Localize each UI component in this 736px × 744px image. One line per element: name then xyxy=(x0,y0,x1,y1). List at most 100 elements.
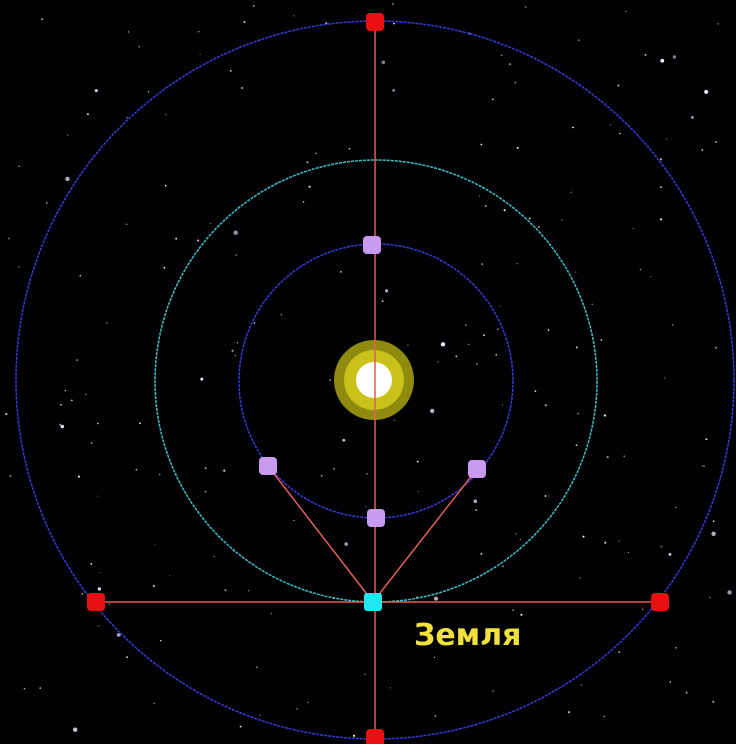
star xyxy=(59,423,61,426)
star xyxy=(434,596,438,601)
star xyxy=(248,590,250,592)
star xyxy=(204,467,207,470)
star xyxy=(664,377,666,379)
star xyxy=(660,545,663,548)
star xyxy=(712,520,715,522)
star xyxy=(90,442,93,444)
star xyxy=(509,63,512,66)
star xyxy=(198,31,200,33)
star xyxy=(455,355,458,358)
star xyxy=(514,81,517,84)
star xyxy=(606,456,609,459)
star xyxy=(97,495,99,497)
outer-planet-right xyxy=(651,593,669,611)
star xyxy=(547,329,550,331)
star xyxy=(127,31,130,33)
star xyxy=(158,473,161,476)
star xyxy=(364,673,366,676)
star xyxy=(672,55,677,59)
star xyxy=(204,490,207,493)
star xyxy=(520,613,523,616)
star xyxy=(97,422,99,425)
outer-planet-top xyxy=(366,13,384,31)
star xyxy=(393,22,395,25)
star xyxy=(256,666,258,668)
sight-line-right xyxy=(372,468,478,603)
star xyxy=(659,218,663,221)
star xyxy=(642,608,644,610)
star xyxy=(77,475,80,478)
star xyxy=(575,346,578,349)
star xyxy=(344,542,349,546)
star xyxy=(97,587,102,591)
star xyxy=(609,124,611,126)
star xyxy=(623,455,626,458)
star xyxy=(691,116,694,119)
star xyxy=(389,687,391,689)
star xyxy=(705,438,708,441)
star xyxy=(210,222,212,224)
star xyxy=(296,708,298,710)
star xyxy=(315,152,317,154)
star xyxy=(306,161,309,164)
star xyxy=(534,390,537,392)
star xyxy=(252,5,255,7)
outer-planet-bottom xyxy=(366,729,384,744)
star xyxy=(668,553,672,556)
star xyxy=(492,690,494,692)
star xyxy=(65,176,70,182)
star xyxy=(515,533,517,535)
star xyxy=(352,734,356,737)
star xyxy=(417,490,419,492)
star xyxy=(685,691,688,694)
star xyxy=(391,3,394,5)
star xyxy=(575,271,577,273)
star xyxy=(200,377,204,381)
star xyxy=(483,334,485,337)
star xyxy=(235,254,237,256)
star xyxy=(175,237,178,240)
star xyxy=(90,563,93,565)
star xyxy=(617,84,620,87)
star xyxy=(223,469,226,472)
star xyxy=(568,711,570,714)
star xyxy=(308,185,311,188)
earth-label: Земля xyxy=(414,618,521,653)
star xyxy=(41,18,44,21)
star xyxy=(618,540,620,542)
star xyxy=(138,46,140,48)
sun xyxy=(356,362,392,398)
star xyxy=(712,700,715,703)
star xyxy=(501,404,503,406)
inner-planet-top xyxy=(363,236,381,254)
star xyxy=(476,363,478,365)
star xyxy=(18,266,20,268)
star xyxy=(85,393,87,396)
star xyxy=(537,226,540,228)
star xyxy=(528,217,531,220)
star xyxy=(669,681,671,683)
star xyxy=(491,98,494,101)
star xyxy=(717,23,719,25)
star xyxy=(333,467,335,470)
star xyxy=(650,276,652,278)
outer-planet-left xyxy=(87,593,105,611)
star xyxy=(715,346,718,349)
star xyxy=(660,186,662,188)
star xyxy=(495,353,498,356)
star xyxy=(570,191,572,193)
star xyxy=(329,379,332,381)
star xyxy=(126,223,128,225)
star xyxy=(516,263,518,265)
earth xyxy=(364,593,382,611)
star xyxy=(169,575,171,577)
star xyxy=(672,324,674,326)
star xyxy=(385,289,389,293)
star xyxy=(348,147,351,150)
star xyxy=(126,117,128,119)
star xyxy=(603,715,606,718)
star xyxy=(500,54,503,57)
star xyxy=(501,565,504,568)
star xyxy=(659,158,663,161)
star xyxy=(60,424,65,429)
